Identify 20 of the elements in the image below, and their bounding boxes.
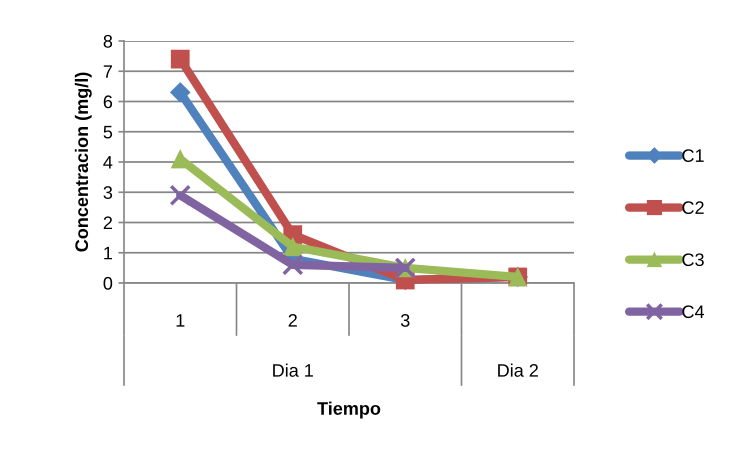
legend-label: C3: [682, 253, 704, 266]
text: Dia 1: [273, 364, 313, 377]
x-tick-label: 1: [176, 314, 184, 327]
legend-label: C4: [682, 305, 704, 318]
y-tick-label: 7: [104, 65, 112, 78]
y-tick-label: 2: [104, 216, 112, 230]
y-tick-label: 0: [104, 276, 112, 290]
x-tick-label: 2: [288, 314, 297, 327]
y-tick-label: 8: [104, 34, 112, 48]
y-axis-title: Concentracion (mg/l): [74, 72, 92, 252]
y-tick-label: 5: [104, 126, 112, 138]
y-tick-label: 6: [104, 95, 112, 108]
x-tick-label: 3: [400, 314, 410, 327]
text: Dia 2: [498, 364, 538, 377]
y-tick-label: 4: [103, 156, 112, 169]
y-tick-label: 3: [104, 186, 112, 199]
legend-label: C1: [682, 149, 704, 162]
y-tick-label: 1: [104, 246, 112, 260]
legend-label: C2: [682, 201, 704, 214]
x-axis-title: Tiempo: [317, 402, 380, 418]
